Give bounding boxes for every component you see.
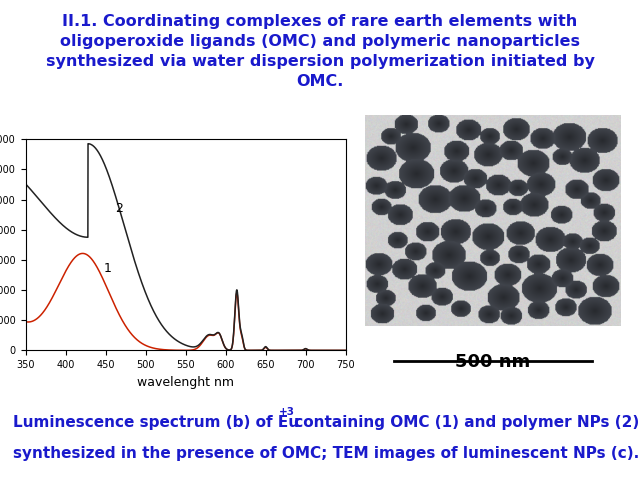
Text: synthesized in the presence of OMC; TEM images of luminescent NPs (c).: synthesized in the presence of OMC; TEM …	[13, 446, 639, 461]
X-axis label: wavelenght nm: wavelenght nm	[137, 376, 234, 389]
Text: Luminescence spectrum (b) of Eu: Luminescence spectrum (b) of Eu	[13, 415, 299, 430]
Text: II.1. Coordinating complexes of rare earth elements with
oligoperoxide ligands (: II.1. Coordinating complexes of rare ear…	[45, 14, 595, 89]
Text: 1: 1	[103, 262, 111, 275]
Text: +3: +3	[278, 407, 294, 417]
Text: containing OMC (1) and polymer NPs (2): containing OMC (1) and polymer NPs (2)	[289, 415, 639, 430]
Text: 500 nm: 500 nm	[455, 353, 531, 371]
Text: 2: 2	[115, 202, 123, 215]
